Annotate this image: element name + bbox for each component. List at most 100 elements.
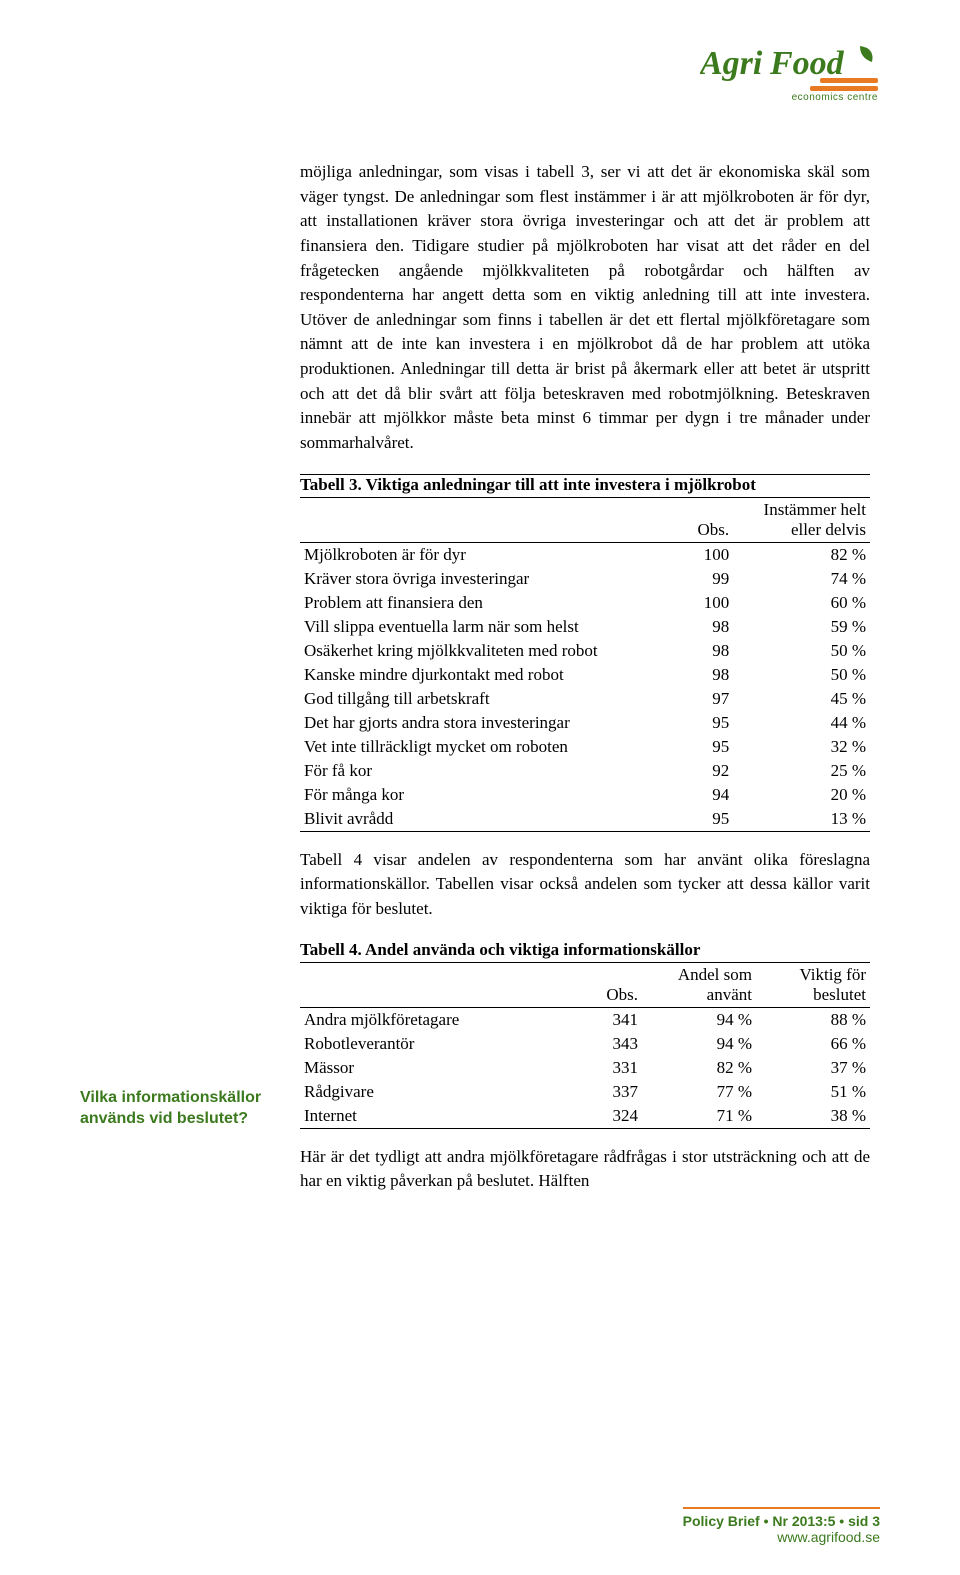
table3-cell-label: Problem att finansiera den <box>300 591 653 615</box>
table4-cell-imp: 66 % <box>756 1032 870 1056</box>
table-row: Vill slippa eventuella larm när som hels… <box>300 615 870 639</box>
table-row: Problem att finansiera den10060 % <box>300 591 870 615</box>
table3-cell-pct: 44 % <box>733 711 870 735</box>
table-row: Mjölkroboten är för dyr10082 % <box>300 542 870 567</box>
table3-cell-label: God tillgång till arbetskraft <box>300 687 653 711</box>
table-row: Kräver stora övriga investeringar9974 % <box>300 567 870 591</box>
table-row: För få kor9225 % <box>300 759 870 783</box>
table4-cell-label: Mässor <box>300 1056 562 1080</box>
table-row: Rådgivare33777 %51 % <box>300 1080 870 1104</box>
table3-cell-label: Mjölkroboten är för dyr <box>300 542 653 567</box>
table3-cell-pct: 45 % <box>733 687 870 711</box>
table-row: Kanske mindre djurkontakt med robot9850 … <box>300 663 870 687</box>
table3-cell-obs: 92 <box>653 759 733 783</box>
table3-cell-obs: 99 <box>653 567 733 591</box>
table3-hdr-agree: Instämmer helt eller delvis <box>733 497 870 542</box>
table3-cell-pct: 50 % <box>733 639 870 663</box>
table3-cell-pct: 74 % <box>733 567 870 591</box>
table4-hdr-used-l1: Andel som <box>678 965 752 984</box>
table3-hdr-obs: Obs. <box>653 497 733 542</box>
table4-cell-label: Robotleverantör <box>300 1032 562 1056</box>
table-row: Blivit avrådd9513 % <box>300 807 870 832</box>
logo-bar-1 <box>820 78 878 83</box>
table4-hdr-used: Andel som använt <box>642 962 756 1007</box>
table3-cell-obs: 97 <box>653 687 733 711</box>
table4-cell-used: 71 % <box>642 1104 756 1129</box>
table4-cell-obs: 331 <box>562 1056 642 1080</box>
table3-cell-label: För få kor <box>300 759 653 783</box>
table4-cell-label: Internet <box>300 1104 562 1129</box>
table3-cell-pct: 13 % <box>733 807 870 832</box>
table3-cell-obs: 95 <box>653 735 733 759</box>
table4: Obs. Andel som använt Viktig för beslute… <box>300 962 870 1129</box>
table3-cell-obs: 100 <box>653 542 733 567</box>
table4-cell-imp: 88 % <box>756 1007 870 1032</box>
table3-cell-obs: 98 <box>653 663 733 687</box>
table3-cell-label: Vill slippa eventuella larm när som hels… <box>300 615 653 639</box>
table3-cell-obs: 94 <box>653 783 733 807</box>
table3-hdr-blank <box>300 497 653 542</box>
leaf-icon <box>860 46 873 62</box>
table4-cell-label: Rådgivare <box>300 1080 562 1104</box>
logo-bar-2 <box>810 86 878 91</box>
table-row: Andra mjölkföretagare34194 %88 % <box>300 1007 870 1032</box>
table3-cell-label: Kräver stora övriga investeringar <box>300 567 653 591</box>
table4-cell-used: 94 % <box>642 1032 756 1056</box>
table3-cell-obs: 95 <box>653 711 733 735</box>
table4-hdr-imp-l1: Viktig för <box>800 965 867 984</box>
table3-cell-pct: 82 % <box>733 542 870 567</box>
table3-cell-obs: 100 <box>653 591 733 615</box>
table3-cell-label: Kanske mindre djurkontakt med robot <box>300 663 653 687</box>
table4-cell-used: 82 % <box>642 1056 756 1080</box>
logo-food: Food <box>769 45 845 82</box>
table-row: För många kor9420 % <box>300 783 870 807</box>
table3-cell-obs: 98 <box>653 615 733 639</box>
table4-cell-obs: 343 <box>562 1032 642 1056</box>
table4-cell-label: Andra mjölkföretagare <box>300 1007 562 1032</box>
table4-hdr-used-l2: använt <box>707 985 752 1004</box>
table3-cell-pct: 50 % <box>733 663 870 687</box>
logo-agri: Agri <box>700 45 763 82</box>
footer-url: www.agrifood.se <box>683 1529 880 1545</box>
table4-cell-imp: 37 % <box>756 1056 870 1080</box>
body-paragraph-2: Tabell 4 visar andelen av respondenterna… <box>300 848 870 922</box>
footer: Policy Brief • Nr 2013:5 • sid 3 www.agr… <box>683 1507 880 1545</box>
body-paragraph-1: möjliga anledningar, som visas i tabell … <box>300 160 870 456</box>
body-paragraph-3: Här är det tydligt att andra mjölkföreta… <box>300 1145 870 1194</box>
table4-caption: Tabell 4. Andel använda och viktiga info… <box>300 940 870 960</box>
table3-hdr-agree-l1: Instämmer helt <box>764 500 866 519</box>
table-row: Internet32471 %38 % <box>300 1104 870 1129</box>
table4-cell-imp: 51 % <box>756 1080 870 1104</box>
table-row: Vet inte tillräckligt mycket om roboten9… <box>300 735 870 759</box>
table3-cell-pct: 25 % <box>733 759 870 783</box>
footer-brief: Policy Brief • Nr 2013:5 • sid 3 <box>683 1507 880 1529</box>
table3-cell-pct: 32 % <box>733 735 870 759</box>
table3-cell-pct: 20 % <box>733 783 870 807</box>
table3: Obs. Instämmer helt eller delvis Mjölkro… <box>300 497 870 832</box>
table3-hdr-agree-l2: eller delvis <box>791 520 866 539</box>
table4-hdr-blank <box>300 962 562 1007</box>
table4-cell-obs: 337 <box>562 1080 642 1104</box>
table4-cell-used: 94 % <box>642 1007 756 1032</box>
sidebar-note: Vilka informationskällor används vid bes… <box>80 1088 280 1130</box>
table3-cell-pct: 60 % <box>733 591 870 615</box>
table4-cell-imp: 38 % <box>756 1104 870 1129</box>
table3-cell-obs: 95 <box>653 807 733 832</box>
table-row: Robotleverantör34394 %66 % <box>300 1032 870 1056</box>
table-row: Osäkerhet kring mjölkkvaliteten med robo… <box>300 639 870 663</box>
table3-cell-label: Det har gjorts andra stora investeringar <box>300 711 653 735</box>
table3-cell-label: Osäkerhet kring mjölkkvaliteten med robo… <box>300 639 653 663</box>
table3-cell-obs: 98 <box>653 639 733 663</box>
main-column: möjliga anledningar, som visas i tabell … <box>300 160 870 1194</box>
table4-cell-obs: 341 <box>562 1007 642 1032</box>
table4-hdr-imp-l2: beslutet <box>813 985 866 1004</box>
table3-cell-label: För många kor <box>300 783 653 807</box>
table3-cell-label: Vet inte tillräckligt mycket om roboten <box>300 735 653 759</box>
table-row: Mässor33182 %37 % <box>300 1056 870 1080</box>
table4-cell-used: 77 % <box>642 1080 756 1104</box>
table3-cell-label: Blivit avrådd <box>300 807 653 832</box>
table4-hdr-obs: Obs. <box>562 962 642 1007</box>
logo-subtitle: economics centre <box>792 92 878 100</box>
table4-hdr-imp: Viktig för beslutet <box>756 962 870 1007</box>
logo-svg: Agri Food economics centre <box>700 44 880 100</box>
